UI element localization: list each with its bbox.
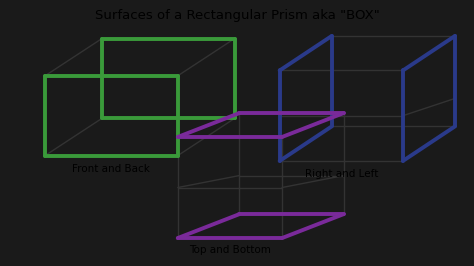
Text: Front and Back: Front and Back (73, 164, 150, 174)
Text: Surfaces of a Rectangular Prism aka "BOX": Surfaces of a Rectangular Prism aka "BOX… (95, 9, 379, 22)
Text: Right and Left: Right and Left (305, 169, 378, 179)
Text: Top and Bottom: Top and Bottom (189, 245, 271, 255)
